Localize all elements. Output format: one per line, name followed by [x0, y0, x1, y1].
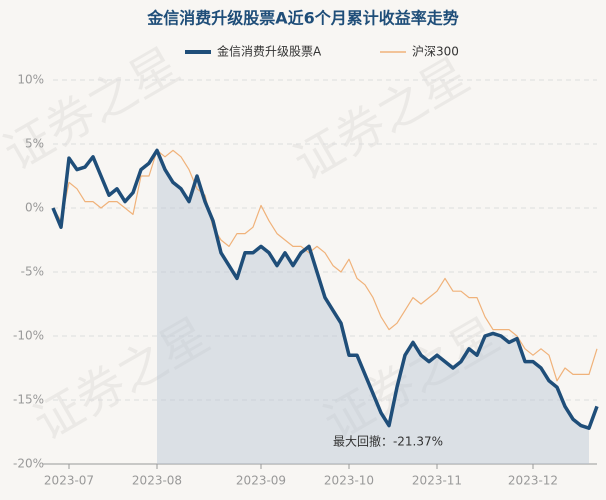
x-tick-label: 2023-07	[44, 474, 94, 488]
legend-label: 金信消费升级股票A	[217, 44, 322, 59]
y-tick-label: 0%	[25, 201, 44, 215]
y-tick-label: -15%	[13, 393, 44, 407]
drawdown-label: 最大回撤：-21.37%	[333, 434, 443, 449]
series-line	[51, 148, 599, 430]
drawdown-area	[157, 150, 589, 464]
series-line	[52, 149, 598, 382]
y-tick-label: 5%	[25, 137, 44, 151]
y-tick-label: 10%	[17, 73, 44, 87]
y-tick-label: -10%	[13, 329, 44, 343]
x-tick-label: 2023-10	[324, 474, 374, 488]
chart-title: 金信消费升级股票A近6个月累计收益率走势	[146, 9, 459, 28]
legend-label: 沪深300	[412, 45, 459, 59]
y-tick-label: -20%	[13, 457, 44, 471]
x-tick-label: 2023-12	[508, 474, 558, 488]
x-tick-label: 2023-09	[236, 474, 286, 488]
y-tick-label: -5%	[21, 265, 44, 279]
x-tick-label: 2023-11	[412, 474, 462, 488]
x-tick-label: 2023-08	[132, 474, 182, 488]
watermark: 证券之星	[285, 47, 479, 192]
